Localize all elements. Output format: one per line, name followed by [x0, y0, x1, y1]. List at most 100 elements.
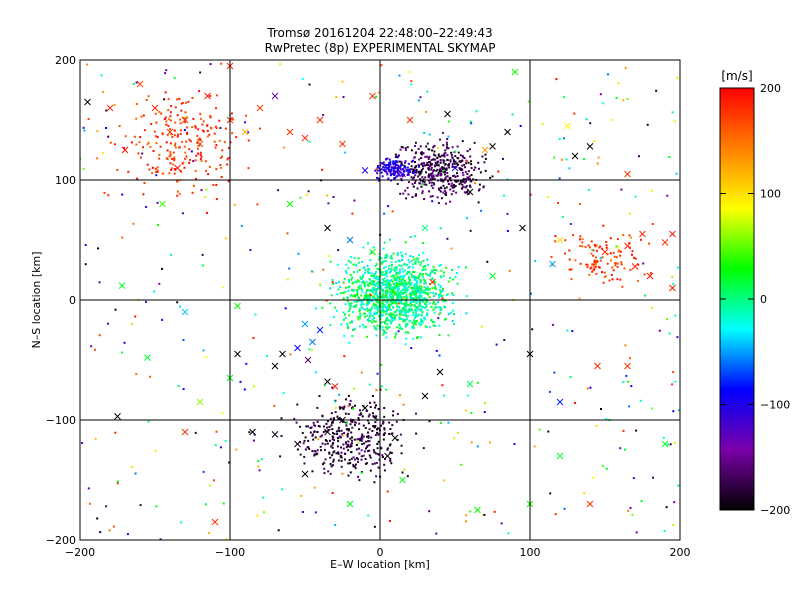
scatter-dot: [447, 421, 450, 424]
scatter-dot: [678, 409, 680, 412]
scatter-dot: [467, 394, 470, 397]
scatter-dot: [421, 321, 424, 324]
scatter-dot: [611, 266, 614, 269]
scatter-dot: [412, 258, 415, 261]
scatter-dot: [408, 296, 411, 299]
scatter-dot: [391, 210, 394, 213]
scatter-dot: [465, 312, 468, 315]
scatter-dot: [414, 323, 417, 326]
scatter-cross: [121, 146, 129, 154]
scatter-dot: [409, 291, 412, 294]
scatter-dot: [419, 96, 422, 99]
scatter-dot: [360, 303, 362, 306]
scatter-dot: [434, 281, 437, 284]
scatter-dot: [459, 180, 462, 183]
scatter-dot: [400, 300, 403, 302]
scatter-dot: [666, 318, 669, 321]
scatter-dot: [411, 309, 414, 312]
scatter-dot: [350, 431, 353, 434]
scatter-dot: [440, 172, 442, 175]
scatter-dot: [363, 312, 366, 315]
scatter-dot: [370, 290, 373, 292]
scatter-dot: [483, 411, 486, 414]
scatter-dot: [477, 201, 480, 204]
scatter-dot: [392, 274, 395, 277]
scatter-dot: [383, 277, 386, 280]
scatter-dot: [341, 433, 344, 436]
scatter-dot: [397, 330, 400, 333]
scatter-dot: [430, 184, 433, 187]
scatter-dot: [349, 321, 352, 324]
scatter-dot: [401, 254, 403, 257]
scatter-dot: [391, 286, 394, 289]
scatter-dot: [319, 445, 322, 448]
scatter-dot: [360, 371, 363, 374]
scatter-dot: [613, 255, 616, 258]
scatter-dot: [420, 318, 423, 321]
scatter-dot: [341, 406, 344, 409]
scatter-dot: [428, 181, 431, 184]
scatter-dot: [388, 279, 391, 282]
scatter-dot: [424, 282, 427, 285]
scatter-dot: [554, 235, 557, 237]
scatter-dot: [398, 316, 401, 319]
scatter-dot: [420, 170, 423, 173]
scatter-dot: [396, 326, 399, 329]
scatter-dot: [312, 421, 315, 424]
scatter-dot: [353, 300, 356, 303]
scatter-dot: [451, 146, 454, 149]
scatter-dot: [337, 459, 340, 462]
scatter-dot: [419, 178, 422, 181]
scatter-dot: [396, 413, 399, 415]
scatter-dot: [339, 407, 342, 410]
scatter-dot: [189, 140, 192, 143]
scatter-dot: [414, 290, 417, 293]
scatter-dot: [158, 157, 161, 160]
scatter-dot: [430, 166, 433, 169]
scatter-cross: [624, 170, 631, 178]
scatter-dot: [441, 166, 444, 169]
scatter-dot: [410, 308, 413, 311]
scatter-dot: [373, 297, 376, 300]
scatter-dot: [468, 184, 471, 187]
scatter-dot: [392, 289, 394, 291]
scatter-dot: [563, 507, 566, 510]
scatter-cross: [249, 428, 256, 436]
scatter-dot: [480, 209, 482, 212]
scatter-dot: [174, 144, 176, 147]
scatter-dot: [385, 256, 388, 259]
scatter-dot: [619, 278, 622, 281]
scatter-dot: [672, 410, 675, 413]
scatter-dot: [534, 259, 537, 262]
scatter-cross: [406, 116, 414, 124]
scatter-dot: [398, 276, 401, 279]
scatter-dot: [151, 166, 154, 169]
scatter-dot: [452, 293, 455, 296]
scatter-dot: [640, 500, 643, 503]
scatter-dot: [636, 279, 639, 282]
scatter-dot: [373, 525, 376, 528]
scatter-dot: [206, 135, 209, 138]
scatter-dot: [443, 479, 446, 482]
scatter-dot: [602, 224, 605, 227]
scatter-dot: [391, 432, 394, 435]
scatter-dot: [361, 443, 364, 446]
scatter-dot: [439, 161, 442, 164]
scatter-dot: [396, 167, 399, 170]
scatter-dot: [428, 155, 431, 158]
scatter-dot: [176, 180, 179, 183]
scatter-dot: [374, 452, 377, 455]
scatter-dot: [374, 265, 377, 267]
scatter-dot: [277, 189, 280, 192]
scatter-dot: [103, 191, 106, 194]
scatter-dot: [391, 280, 394, 283]
scatter-dot: [446, 172, 449, 174]
scatter-dot: [178, 146, 181, 149]
scatter-dot: [629, 268, 632, 271]
scatter-dot: [398, 280, 401, 283]
scatter-dot: [416, 305, 419, 308]
scatter-cross: [324, 428, 331, 436]
scatter-cross: [234, 350, 241, 358]
scatter-dot: [423, 286, 426, 289]
